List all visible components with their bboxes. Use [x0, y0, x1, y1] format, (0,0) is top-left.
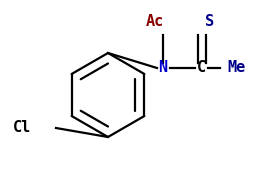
Text: N: N [158, 61, 168, 75]
Text: Cl: Cl [13, 121, 31, 135]
Text: S: S [206, 15, 215, 30]
Text: Ac: Ac [146, 15, 164, 30]
Text: Me: Me [228, 61, 246, 75]
Text: C: C [196, 61, 206, 75]
